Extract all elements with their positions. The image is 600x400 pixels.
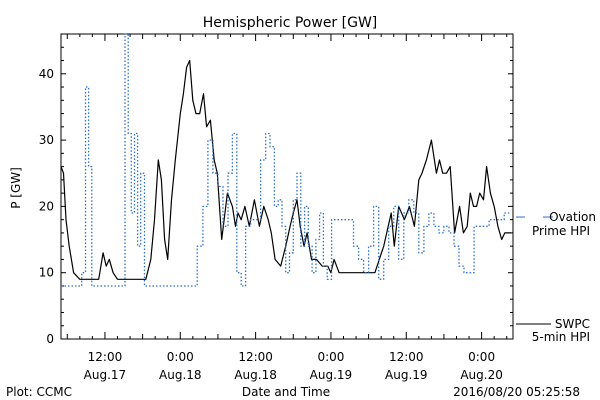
legend-swpc-label-line2: 5-min HPI (532, 330, 590, 344)
x-axis: 12:00 Aug.17 0:00 Aug.18 12:00 Aug.18 0:00 Aug.… (66, 34, 508, 382)
x-tick-time-label: 0:00 (317, 350, 344, 364)
y-tick-label: 30 (39, 133, 54, 147)
y-axis-label: P [GW] (9, 167, 23, 209)
y-tick-label: 10 (39, 266, 54, 280)
data-series (60, 33, 512, 287)
y-axis: 0 10 20 30 40 (39, 46, 513, 346)
plot-area-frame (60, 33, 514, 340)
x-tick-date-label: Aug.18 (234, 368, 277, 382)
y-tick-label: 20 (39, 199, 54, 213)
x-tick-date-label: Aug.17 (84, 368, 127, 382)
x-tick-date-label: Aug.20 (460, 368, 503, 382)
x-tick-date-label: Aug.18 (159, 368, 202, 382)
x-tick-time-label: 0:00 (167, 350, 194, 364)
x-tick-time-label: 12:00 (238, 350, 273, 364)
swpc-hpi-line (60, 59, 512, 280)
x-tick-date-label: Aug.19 (310, 368, 353, 382)
x-tick-date-label: Aug.19 (385, 368, 428, 382)
footer-credit: Plot: CCMC (6, 385, 72, 399)
x-tick-time-label: 0:00 (468, 350, 495, 364)
chart-title: Hemispheric Power [GW] (203, 15, 378, 31)
legend-ovation-label-line1: Ovation (549, 210, 596, 224)
ovation-prime-hpi-line (61, 33, 510, 287)
x-axis-label: Date and Time (242, 385, 330, 399)
x-tick-time-label: 12:00 (389, 350, 424, 364)
footer-timestamp: 2016/08/20 05:25:58 (453, 385, 580, 399)
y-tick-label: 0 (46, 332, 54, 346)
y-tick-label: 40 (39, 67, 54, 81)
legend-swpc-label-line1: SWPC (555, 317, 590, 331)
legend-ovation-label-line2: Prime HPI (532, 224, 590, 238)
x-tick-time-label: 12:00 (88, 350, 123, 364)
